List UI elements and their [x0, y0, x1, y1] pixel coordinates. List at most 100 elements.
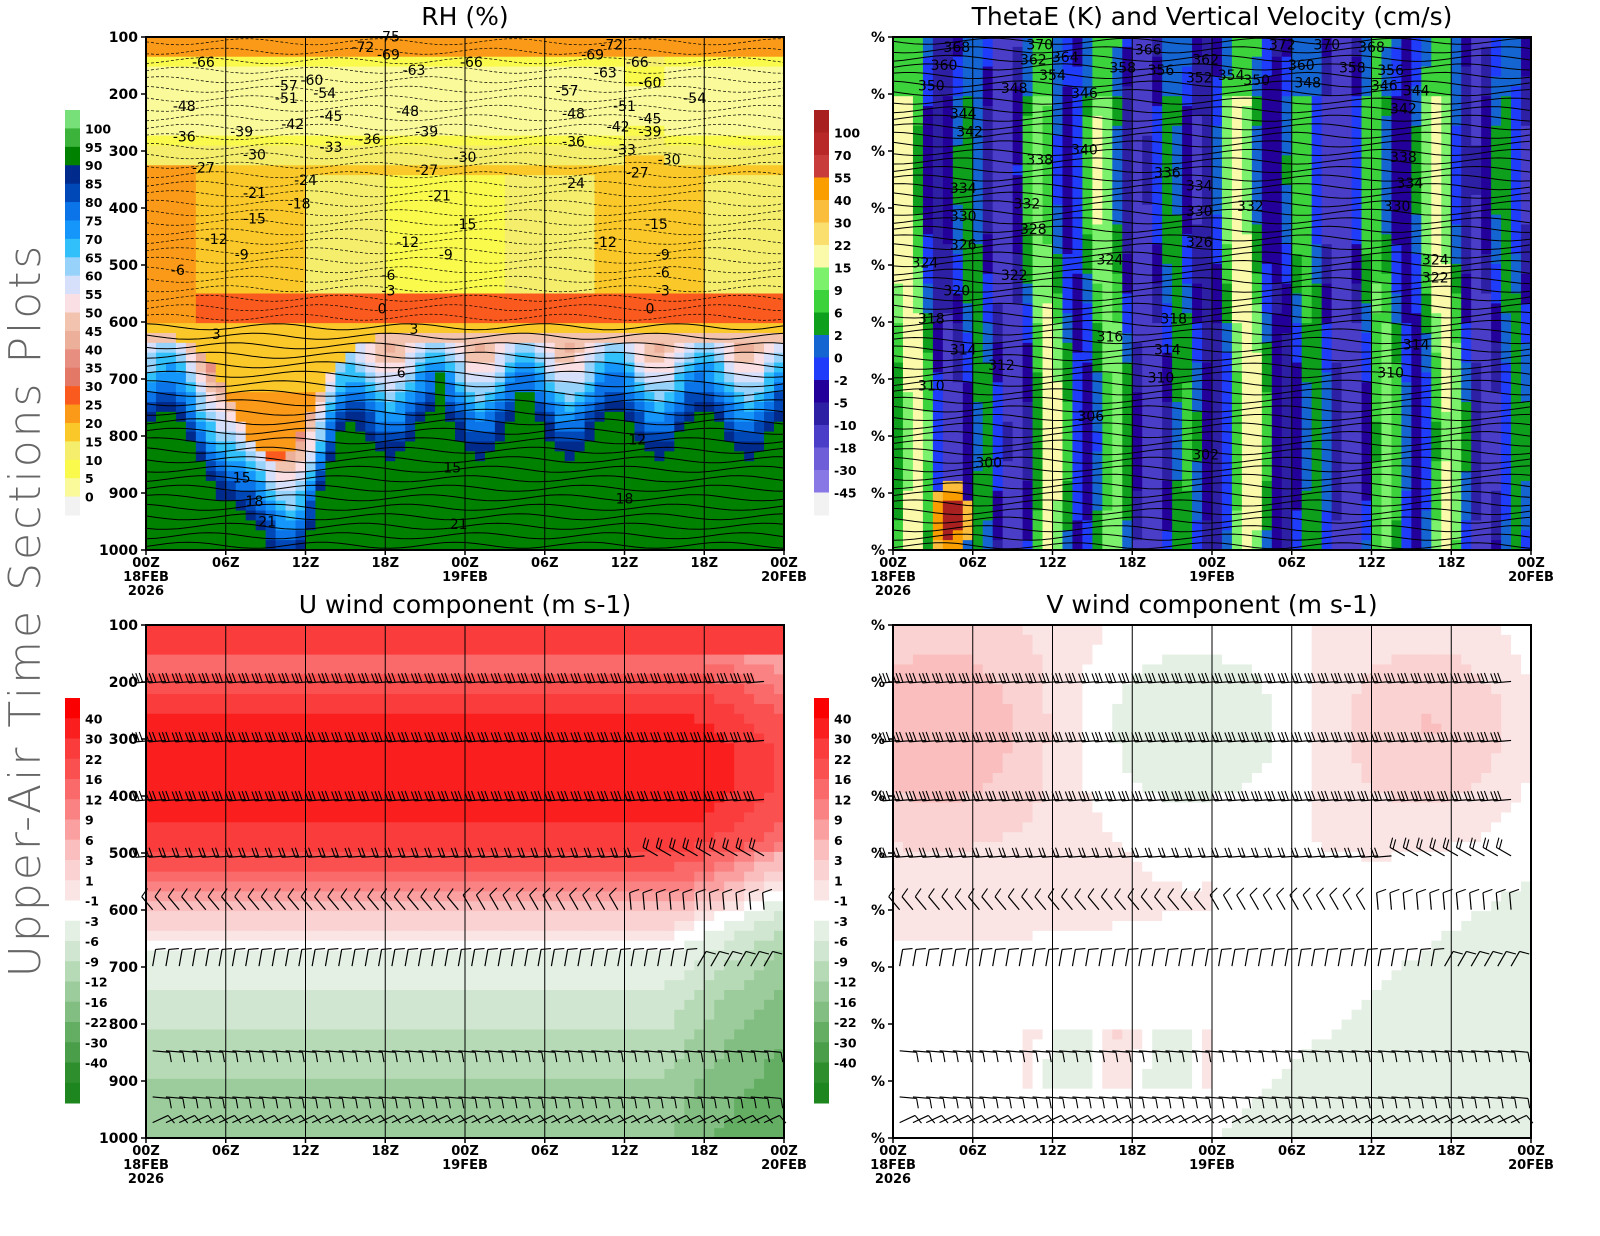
heatmap-cell — [484, 194, 496, 206]
heatmap-cell — [594, 66, 606, 78]
heatmap-cell — [405, 520, 416, 531]
heatmap-cell — [734, 431, 745, 443]
heatmap-cell — [674, 500, 685, 512]
heatmap-cell — [972, 480, 984, 492]
heatmap-cell — [275, 224, 287, 235]
heatmap-cell — [225, 254, 237, 265]
heatmap-cell — [684, 263, 695, 275]
heatmap-cell — [275, 480, 287, 492]
heatmap-cell — [524, 224, 536, 235]
heatmap-cell — [594, 155, 606, 166]
heatmap-cell — [1182, 106, 1193, 117]
heatmap-cell — [455, 332, 466, 344]
heatmap-cell — [255, 37, 267, 48]
heatmap-cell — [893, 411, 904, 423]
heatmap-cell — [465, 214, 476, 226]
heatmap-cell — [455, 56, 466, 68]
thetae-title: ThetaE (K) and Vertical Velocity (cm/s) — [971, 2, 1453, 31]
heatmap-cell — [1112, 431, 1123, 443]
heatmap-cell — [1162, 451, 1173, 462]
heatmap-cell — [1072, 510, 1084, 522]
heatmap-cell — [544, 451, 556, 462]
heatmap-cell — [405, 530, 416, 541]
heatmap-cell — [395, 194, 406, 206]
heatmap-cell — [425, 155, 436, 166]
heatmap-cell — [155, 86, 167, 97]
heatmap-cell — [893, 461, 904, 472]
heatmap-cell — [345, 480, 356, 492]
heatmap-cell — [604, 204, 616, 216]
heatmap-cell — [435, 451, 446, 462]
heatmap-cell — [932, 480, 944, 492]
heatmap-cell — [445, 520, 456, 531]
heatmap-cell — [504, 421, 516, 433]
heatmap-cell — [146, 46, 157, 58]
heatmap-cell — [435, 234, 446, 245]
heatmap-cell — [185, 115, 197, 127]
heatmap-cell — [146, 283, 157, 295]
heatmap-cell — [305, 402, 317, 413]
heatmap-cell — [764, 500, 775, 512]
heatmap-cell — [664, 303, 675, 314]
heatmap-cell — [215, 194, 227, 206]
heatmap-cell — [435, 244, 446, 255]
heatmap-cell — [215, 155, 227, 166]
heatmap-cell — [474, 421, 486, 433]
heatmap-cell — [724, 175, 735, 186]
heatmap-cell — [455, 421, 466, 433]
heatmap-cell — [504, 500, 516, 512]
heatmap-cell — [435, 352, 446, 364]
heatmap-cell — [465, 86, 476, 97]
heatmap-cell — [435, 56, 446, 68]
heatmap-cell — [494, 66, 506, 78]
heatmap-cell — [265, 273, 277, 285]
heatmap-cell — [564, 352, 576, 364]
heatmap-cell — [185, 402, 197, 413]
heatmap-cell — [1122, 421, 1133, 433]
heatmap-cell — [912, 421, 924, 433]
heatmap-cell — [494, 254, 506, 265]
heatmap-cell — [604, 382, 616, 393]
heatmap-cell — [1092, 530, 1103, 541]
heatmap-cell — [165, 471, 177, 482]
heatmap-cell — [305, 115, 317, 127]
heatmap-cell — [474, 224, 486, 235]
heatmap-cell — [604, 155, 616, 166]
heatmap-cell — [335, 293, 346, 304]
heatmap-cell — [345, 254, 356, 265]
heatmap-cell — [694, 451, 705, 462]
heatmap-cell — [524, 66, 536, 78]
heatmap-cell — [275, 283, 287, 295]
heatmap-cell — [1002, 490, 1014, 502]
heatmap-cell — [1022, 480, 1034, 492]
heatmap-cell — [305, 76, 317, 87]
heatmap-cell — [1172, 411, 1183, 423]
heatmap-cell — [195, 392, 207, 403]
heatmap-cell — [225, 480, 237, 492]
heatmap-cell — [185, 254, 197, 265]
heatmap-cell — [1122, 352, 1133, 364]
heatmap-cell — [255, 382, 267, 393]
heatmap-cell — [415, 283, 426, 295]
heatmap-cell — [704, 283, 715, 295]
heatmap-cell — [295, 540, 307, 551]
heatmap-cell — [165, 342, 177, 354]
heatmap-cell — [524, 313, 536, 324]
heatmap-cell — [584, 303, 596, 314]
heatmap-cell — [524, 194, 536, 206]
heatmap-cell — [1022, 352, 1034, 364]
heatmap-cell — [514, 263, 526, 275]
heatmap-cell — [474, 392, 486, 403]
heatmap-cell — [435, 540, 446, 551]
heatmap-cell — [285, 303, 297, 314]
heatmap-cell — [175, 66, 187, 78]
heatmap-cell — [744, 283, 755, 295]
heatmap-cell — [305, 500, 317, 512]
heatmap-cell — [474, 165, 486, 176]
heatmap-cell — [554, 204, 566, 216]
heatmap-cell — [524, 500, 536, 512]
heatmap-cell — [544, 76, 556, 87]
heatmap-cell — [385, 115, 396, 127]
heatmap-cell — [1102, 313, 1113, 324]
heatmap-cell — [385, 540, 396, 551]
